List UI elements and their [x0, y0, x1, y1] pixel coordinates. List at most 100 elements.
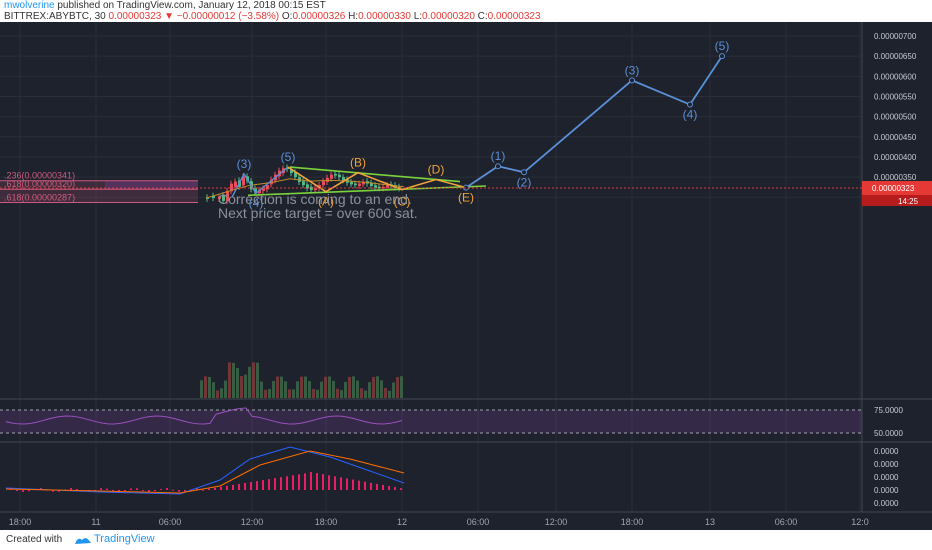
ohlc-c-label: C: [477, 11, 488, 22]
macd-tick-label: 0.0000 [874, 499, 899, 508]
volume-bar [268, 388, 271, 398]
volume-bar [376, 376, 379, 398]
candle-body [222, 195, 225, 201]
time-tick-label: 11 [91, 517, 100, 527]
volume-bar [320, 381, 323, 398]
candle-body [322, 181, 325, 186]
macd-histogram-bar [106, 488, 108, 490]
brand-link[interactable]: TradingView [94, 533, 155, 545]
volume-bar [256, 362, 259, 398]
volume-bar [324, 376, 327, 398]
candle-body [234, 181, 237, 188]
macd-histogram-bar [22, 490, 24, 492]
projection-point [495, 163, 501, 170]
macd-histogram-bar [346, 478, 348, 490]
candle-body [254, 188, 257, 193]
wave-label-3: (3) [237, 157, 252, 171]
price-tick-label: 0.00000600 [874, 72, 917, 81]
ohlc-o-value: 0.00000326 [292, 11, 346, 22]
candle-body [258, 190, 261, 194]
price-tick-label: 0.00000550 [874, 92, 917, 101]
author-link[interactable]: mwolverine [4, 0, 55, 11]
signal-line [5, 450, 405, 494]
last-price: 0.00000323 [108, 11, 162, 22]
macd-histogram-bar [160, 488, 162, 490]
wave-label-proj-5: (5) [715, 39, 730, 53]
macd-histogram-bar [226, 485, 228, 490]
candle-body [382, 186, 385, 189]
volume-bar [212, 382, 215, 398]
macd-histogram-bar [184, 490, 186, 492]
macd-histogram-bar [292, 475, 294, 490]
macd-histogram-bar [28, 490, 30, 492]
candle-body [306, 184, 309, 189]
volume-bar [332, 380, 335, 398]
candle-body [230, 183, 233, 192]
volume-bar [296, 381, 299, 398]
macd-histogram-bar [52, 490, 54, 492]
macd-histogram-bar [58, 490, 60, 492]
abcde-correction-line [287, 166, 467, 193]
time-tick-label: 06:00 [775, 517, 798, 527]
current-price-tag [862, 181, 932, 196]
macd-tick-label: 0.0000 [874, 473, 899, 482]
macd-histogram-bar [208, 488, 210, 490]
time-tick-label: 18:00 [621, 517, 644, 527]
volume-bar [388, 390, 391, 398]
wave-label-proj-1: (1) [491, 149, 506, 163]
candle-body [358, 183, 361, 186]
macd-histogram-bar [268, 479, 270, 490]
chart-svg[interactable]: 18:00 11 06:00 12:00 18:00 12 06:00 12:00 18:00 1… [0, 22, 932, 530]
published-text: published on TradingView.com, January 12… [54, 0, 326, 11]
fib-zone-upper [105, 180, 198, 190]
wave-label-d: (D) [428, 163, 445, 177]
symbol-label: BITTREX:ABYBTC, 30 [4, 11, 106, 22]
wave-label-4: (4) [249, 196, 264, 210]
macd-histogram-bar [262, 480, 264, 490]
macd-histogram-bar [100, 488, 102, 490]
wave-label-proj-4: (4) [683, 108, 698, 122]
price-tick-label: 0.00000400 [874, 153, 917, 162]
down-arrow-icon: ▼ [164, 11, 175, 22]
candle-body [334, 173, 337, 176]
macd-histogram-bar [376, 483, 378, 490]
candle-body [342, 177, 345, 181]
ohlc-c-value: 0.00000323 [487, 11, 541, 22]
rsi-line [5, 407, 403, 425]
macd-histogram-bar [166, 488, 168, 490]
macd-histogram-bar [298, 474, 300, 490]
impulse-wave-line [231, 166, 289, 198]
candle-body [326, 177, 329, 182]
volume-bar [220, 388, 223, 398]
candle-body [302, 181, 305, 186]
candle-body [338, 174, 341, 178]
ohlc-l-value: 0.00000320 [422, 11, 475, 22]
projection-point [719, 53, 725, 60]
candle-body [310, 186, 313, 191]
candle-body [242, 176, 245, 186]
candle-body [378, 186, 381, 189]
macd-histogram-bar [142, 490, 144, 491]
macd-histogram-bar [286, 476, 288, 490]
macd-histogram-bar [334, 476, 336, 490]
fib-level-label: .236(0.00000341) [4, 171, 75, 181]
wave-label-b: (B) [350, 156, 366, 170]
macd-histogram-bar [388, 486, 390, 490]
ohlc-o-label: O: [281, 11, 293, 22]
volume-bar [244, 374, 247, 398]
volume-bar [288, 389, 291, 398]
rsi-tick-label: 50.0000 [874, 429, 903, 438]
macd-tick-label: 0.0000 [874, 486, 899, 495]
wave-label-a: (A) [318, 195, 334, 209]
volume-bar [360, 388, 363, 398]
macd-histogram-bar [382, 484, 384, 490]
wave-label-5: (5) [281, 150, 296, 164]
chart-area[interactable]: 18:00 11 06:00 12:00 18:00 12 06:00 12:00 18:00 1… [0, 22, 932, 530]
macd-line [5, 446, 405, 495]
wave-label-c: (C) [394, 195, 411, 209]
volume-bar [280, 376, 283, 398]
volume-bar [356, 380, 359, 398]
volume-bar [204, 376, 207, 398]
macd-histogram-bar [202, 489, 204, 491]
macd-histogram-bar [70, 488, 72, 490]
